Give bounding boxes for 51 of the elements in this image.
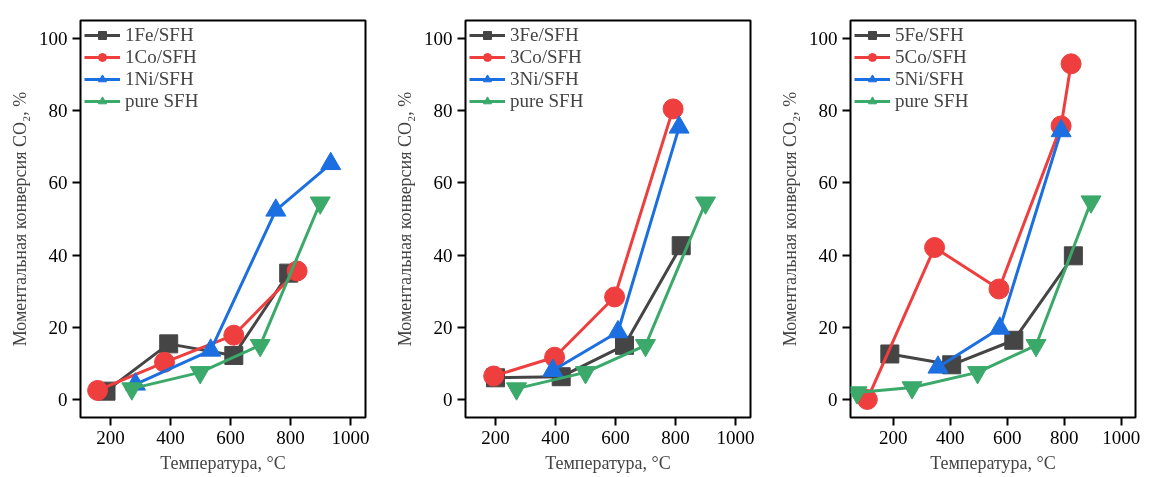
- legend-label: 1Co/SFH: [125, 46, 197, 68]
- x-tick-label: 400: [936, 426, 965, 448]
- y-tick-label: 60: [433, 172, 453, 194]
- y-tick-label: 100: [39, 28, 68, 50]
- y-tick-label: 80: [433, 100, 453, 122]
- legend-label: 5Fe/SFH: [895, 24, 964, 46]
- x-tick-label: 200: [481, 426, 510, 448]
- x-tick-label: 200: [879, 426, 908, 448]
- x-tick-label: 400: [541, 426, 570, 448]
- x-axis-title: Температура, °C: [160, 452, 286, 473]
- y-tick-label: 0: [828, 388, 838, 410]
- x-tick-label: 1000: [1102, 426, 1141, 448]
- y-tick-label: 80: [48, 100, 68, 122]
- legend-label: pure SFH: [510, 90, 584, 112]
- legend-label: 3Fe/SFH: [510, 24, 579, 46]
- y-tick-label: 100: [809, 28, 838, 50]
- y-tick-label: 20: [433, 316, 453, 338]
- legend-label: 1Ni/SFH: [125, 68, 194, 90]
- x-tick-label: 800: [1050, 426, 1079, 448]
- x-tick-label: 800: [661, 426, 690, 448]
- x-tick-label: 600: [993, 426, 1022, 448]
- legend-label: pure SFH: [125, 90, 199, 112]
- y-tick-label: 0: [58, 388, 68, 410]
- y-tick-label: 20: [818, 316, 838, 338]
- x-tick-label: 1000: [716, 426, 755, 448]
- legend-label: 3Co/SFH: [510, 46, 582, 68]
- y-tick-label: 40: [818, 244, 838, 266]
- y-tick-label: 80: [818, 100, 838, 122]
- y-axis-title: Моментальная конверсия CO₂, %: [10, 91, 30, 347]
- x-tick-label: 200: [96, 426, 125, 448]
- y-tick-label: 100: [424, 28, 453, 50]
- x-axis-title: Температура, °C: [930, 452, 1056, 473]
- legend-label: 5Ni/SFH: [895, 68, 964, 90]
- x-tick-label: 1000: [331, 426, 370, 448]
- y-tick-label: 60: [818, 172, 838, 194]
- y-tick-label: 60: [48, 172, 68, 194]
- x-tick-label: 400: [156, 426, 185, 448]
- x-axis-title: Температура, °C: [545, 452, 671, 473]
- x-tick-label: 600: [216, 426, 245, 448]
- y-tick-label: 40: [433, 244, 453, 266]
- y-tick-label: 20: [48, 316, 68, 338]
- legend-label: pure SFH: [895, 90, 969, 112]
- y-axis-title: Моментальная конверсия CO₂, %: [780, 91, 800, 347]
- legend-label: 3Ni/SFH: [510, 68, 579, 90]
- legend-label: 1Fe/SFH: [125, 24, 194, 46]
- y-tick-label: 0: [443, 388, 453, 410]
- x-tick-label: 800: [276, 426, 305, 448]
- y-axis-title: Моментальная конверсия CO₂, %: [395, 91, 415, 347]
- legend-label: 5Co/SFH: [895, 46, 967, 68]
- y-tick-label: 40: [48, 244, 68, 266]
- x-tick-label: 600: [601, 426, 630, 448]
